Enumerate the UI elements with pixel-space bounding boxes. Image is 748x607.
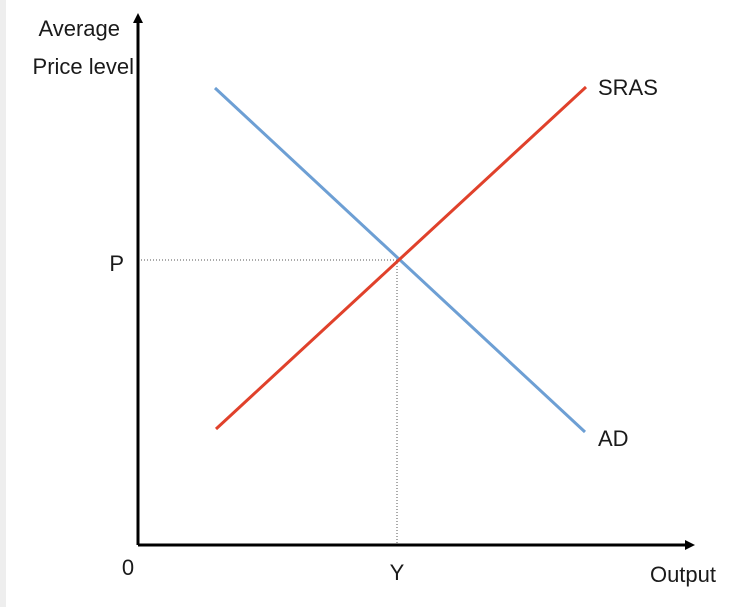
output-label: Y [390,560,405,585]
left-edge-shade [0,0,6,607]
price-label: P [109,251,124,276]
x-axis-label: Output [650,562,716,587]
y-axis-label-line1: Average [38,16,120,41]
ad-label: AD [598,426,629,451]
sras-label: SRAS [598,75,658,100]
sras-curve [214,85,588,431]
origin-label: 0 [122,555,134,580]
y-axis-label-line2: Price level [33,54,134,79]
